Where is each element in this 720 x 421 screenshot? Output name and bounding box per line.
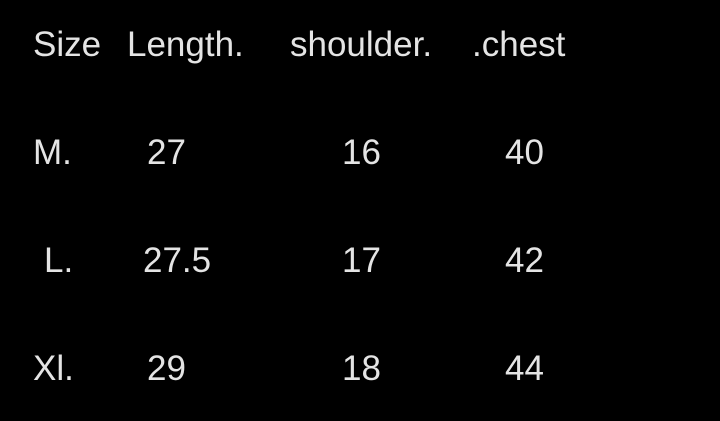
header-chest: .chest [472, 25, 566, 64]
header-length: Length. [127, 25, 244, 64]
row-xl-size: Xl. [33, 349, 74, 388]
row-l-size: L. [44, 241, 74, 280]
row-xl-length: 29 [147, 349, 186, 388]
row-l-length: 27.5 [143, 241, 212, 280]
row-xl-chest: 44 [505, 349, 544, 388]
row-m-size: M. [33, 133, 72, 172]
row-m-chest: 40 [505, 133, 544, 172]
row-l-shoulder: 17 [342, 241, 381, 280]
header-shoulder: shoulder. [290, 25, 433, 64]
row-l-chest: 42 [505, 241, 544, 280]
row-m-shoulder: 16 [342, 133, 381, 172]
header-size: Size [33, 25, 102, 64]
row-xl-shoulder: 18 [342, 349, 381, 388]
row-m-length: 27 [147, 133, 186, 172]
